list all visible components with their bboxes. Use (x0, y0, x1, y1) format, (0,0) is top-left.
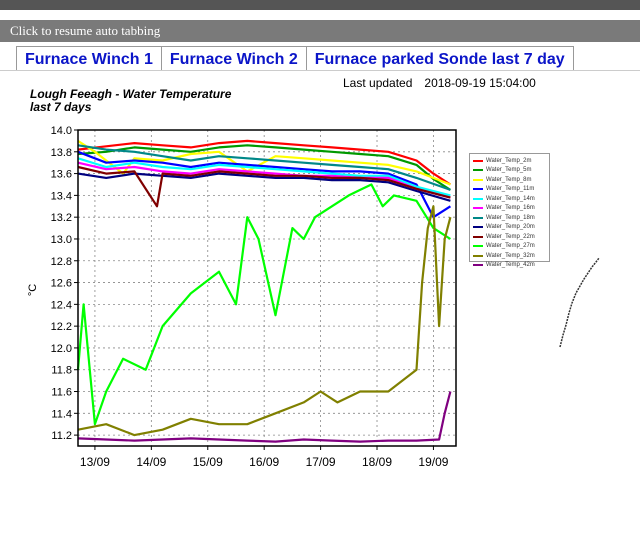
legend-label: Water_Temp_8m (486, 176, 532, 183)
legend-label: Water_Temp_18m (486, 214, 535, 221)
y-axis-label: °C (27, 284, 39, 296)
legend-item: Water_Temp_42m (473, 261, 546, 271)
y-tick-label: 12.8 (51, 256, 72, 268)
y-tick-label: 12.4 (51, 299, 72, 311)
y-tick-label: 11.8 (51, 365, 72, 377)
legend-label: Water_Temp_42m (486, 262, 535, 269)
series-line-water-temp-32m (77, 205, 452, 437)
legend-item: Water_Temp_27m (473, 242, 546, 252)
y-tick-label: 13.4 (51, 190, 72, 202)
chart-subtitle: last 7 days (30, 100, 92, 114)
plot-frame (77, 129, 457, 447)
last-updated: Last updated 2018-09-19 15:04:00 (343, 76, 548, 90)
x-tick-label: 16/09 (249, 455, 279, 469)
resume-auto-tabbing-button[interactable]: Click to resume auto tabbing (0, 20, 640, 42)
series-line-water-temp-42m (77, 391, 452, 443)
series-line-water-temp-2m (77, 139, 451, 186)
x-tick-label: 15/09 (193, 455, 223, 469)
legend-item: Water_Temp_8m (473, 175, 546, 185)
y-tick-label: 13.8 (51, 147, 72, 159)
y-tick-label: 11.6 (51, 387, 72, 399)
tab-furnace-winch-2[interactable]: Furnace Winch 2 (160, 46, 307, 70)
last-updated-value: 2018-09-19 15:04:00 (424, 76, 536, 90)
chart-series (76, 139, 452, 443)
y-tick-label: 11.4 (51, 408, 72, 420)
legend-label: Water_Temp_22m (486, 233, 535, 240)
legend-item: Water_Temp_16m (473, 204, 546, 214)
legend-item: Water_Temp_14m (473, 194, 546, 204)
legend-swatch (473, 264, 483, 267)
legend-label: Water_Temp_14m (486, 195, 535, 202)
tab-divider (0, 70, 640, 71)
legend-swatch (473, 245, 483, 248)
series-line-water-temp-18m (77, 144, 451, 191)
y-tick-label: 13.6 (51, 169, 72, 181)
series-line-water-temp-16m (77, 161, 451, 199)
legend-item: Water_Temp_11m (473, 185, 546, 195)
series-line-water-temp-27m (76, 183, 451, 426)
y-tick-label: 13.0 (51, 234, 72, 246)
x-tick-label: 13/09 (80, 455, 110, 469)
thumbnail-trace (559, 257, 600, 348)
tab-bar: Furnace Winch 1 Furnace Winch 2 Furnace … (16, 46, 574, 70)
x-tick-label: 17/09 (306, 455, 336, 469)
y-tick-label: 13.2 (51, 212, 72, 224)
legend-swatch (473, 159, 483, 162)
legend-swatch (473, 226, 483, 229)
legend-label: Water_Temp_32m (486, 252, 535, 259)
legend-swatch (473, 235, 483, 238)
legend-item: Water_Temp_18m (473, 213, 546, 223)
legend-swatch (473, 169, 483, 172)
legend-swatch (473, 197, 483, 200)
legend-swatch (473, 216, 483, 219)
x-tick-label: 18/09 (362, 455, 392, 469)
top-bar (0, 0, 640, 10)
legend-label: Water_Temp_16m (486, 205, 535, 212)
series-line-water-temp-14m (77, 157, 451, 197)
y-tick-label: 12.6 (51, 278, 72, 290)
series-line-water-temp-22m (77, 165, 451, 208)
y-tick-label: 12.2 (51, 321, 72, 333)
legend-label: Water_Temp_2m (486, 157, 532, 164)
series-line-water-temp-11m (77, 150, 451, 219)
legend-item: Water_Temp_20m (473, 223, 546, 233)
tab-furnace-winch-1[interactable]: Furnace Winch 1 (16, 46, 162, 70)
legend-item: Water_Temp_32m (473, 251, 546, 261)
chart-legend: Water_Temp_2m Water_Temp_5m Water_Temp_8m W… (469, 153, 550, 268)
legend-item: Water_Temp_2m (473, 156, 546, 166)
legend-item: Water_Temp_5m (473, 166, 546, 176)
legend-label: Water_Temp_5m (486, 167, 532, 174)
x-tick-label: 19/09 (418, 455, 448, 469)
series-line-water-temp-5m (77, 144, 451, 191)
legend-label: Water_Temp_20m (486, 224, 535, 231)
x-tick-label: 14/09 (136, 455, 166, 469)
chart-title: Lough Feeagh - Water Temperature (30, 87, 232, 101)
legend-label: Water_Temp_27m (486, 243, 535, 250)
chart-ticks: 11.2 11.4 11.6 11.8 12.0 12.2 12.4 12.6 12.8 13.0… (51, 125, 449, 469)
series-line-water-temp-20m (77, 172, 451, 202)
y-tick-label: 12.0 (51, 343, 72, 355)
last-updated-label: Last updated (343, 76, 413, 90)
chart-title-block: Lough Feeagh - Water Temperature last 7 … (30, 88, 231, 114)
y-tick-label: 11.2 (51, 430, 72, 442)
legend-swatch (473, 207, 483, 210)
tab-furnace-parked-sonde[interactable]: Furnace parked Sonde last 7 day (305, 46, 574, 70)
legend-swatch (473, 254, 483, 257)
legend-item: Water_Temp_22m (473, 232, 546, 242)
y-tick-label: 14.0 (51, 125, 72, 137)
legend-swatch (473, 188, 483, 191)
legend-label: Water_Temp_11m (486, 186, 535, 193)
legend-swatch (473, 178, 483, 181)
